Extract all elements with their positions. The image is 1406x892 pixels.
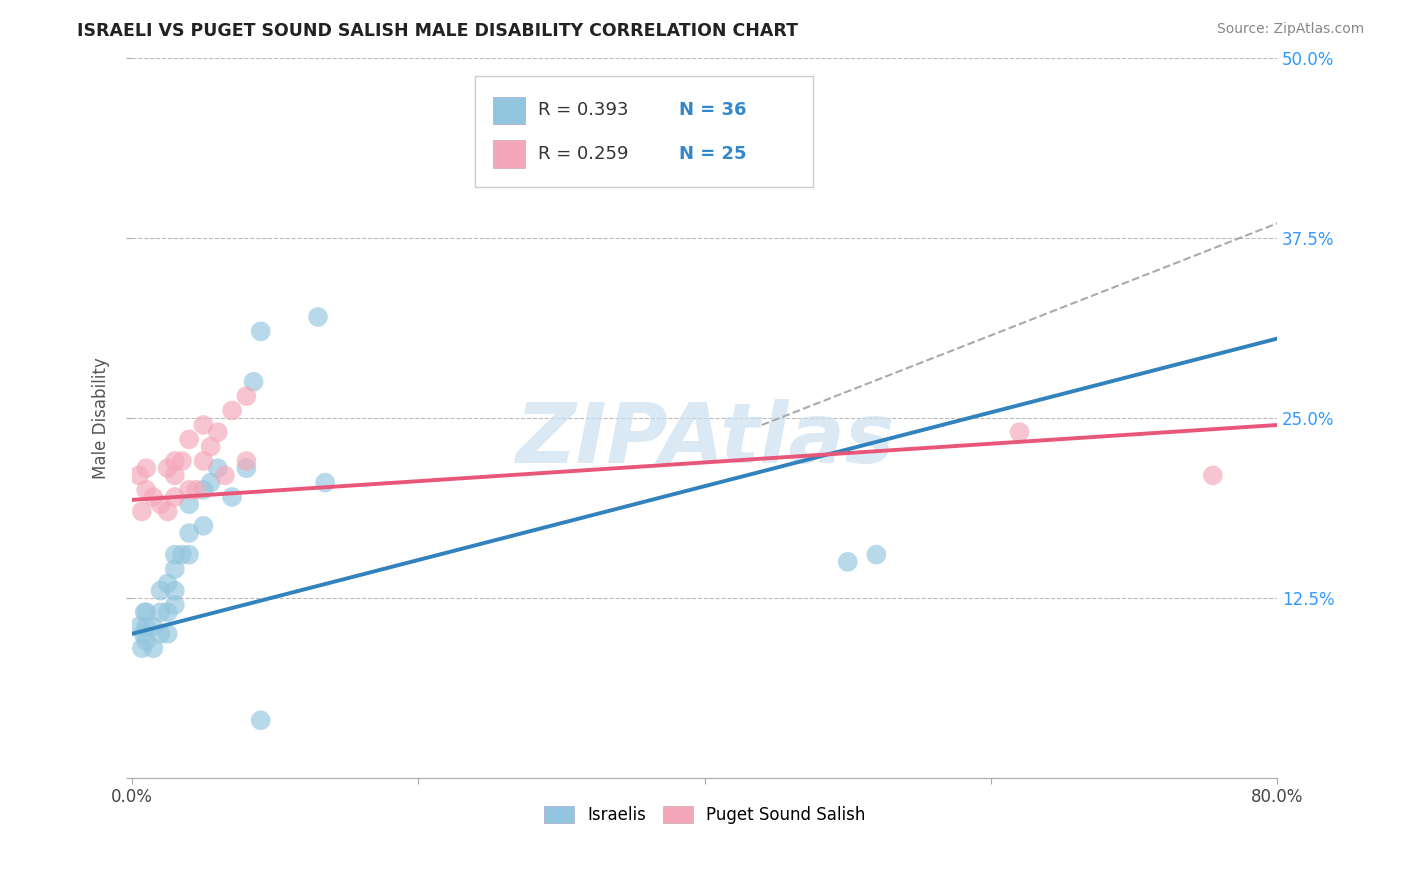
Point (207, 461, 229, 475)
Point (149, 583, 172, 598)
Point (314, 475, 336, 490)
Point (163, 468, 186, 483)
Point (142, 620, 165, 634)
Point (135, 605, 157, 619)
Point (1008, 425, 1031, 440)
Legend: Israelis, Puget Sound Salish: Israelis, Puget Sound Salish (537, 799, 872, 830)
Point (179, 526, 201, 541)
Point (235, 461, 257, 475)
Point (142, 641, 165, 656)
Point (134, 605, 156, 619)
Point (142, 490, 165, 504)
Point (149, 497, 172, 511)
Text: Source: ZipAtlas.com: Source: ZipAtlas.com (1216, 22, 1364, 37)
Point (200, 475, 222, 490)
Point (128, 620, 150, 634)
Point (837, 555, 859, 569)
Point (163, 583, 186, 598)
Y-axis label: Male Disability: Male Disability (93, 357, 110, 479)
Point (149, 627, 172, 641)
Text: R = 0.259: R = 0.259 (538, 145, 628, 163)
FancyBboxPatch shape (492, 140, 524, 168)
Point (193, 454, 215, 468)
Point (163, 548, 186, 562)
Point (135, 461, 157, 475)
Point (193, 483, 215, 497)
Point (200, 440, 222, 454)
Point (186, 483, 208, 497)
Point (307, 310, 329, 324)
Point (179, 483, 201, 497)
Point (207, 425, 229, 440)
Point (128, 468, 150, 483)
Point (131, 641, 153, 656)
Point (249, 324, 271, 338)
FancyBboxPatch shape (475, 76, 814, 187)
Text: R = 0.393: R = 0.393 (538, 102, 628, 120)
Point (163, 562, 186, 576)
Text: N = 36: N = 36 (679, 102, 747, 120)
Point (179, 433, 201, 447)
Point (214, 468, 236, 483)
Point (865, 548, 887, 562)
Point (156, 627, 179, 641)
FancyBboxPatch shape (492, 96, 524, 124)
Point (179, 548, 201, 562)
Point (170, 548, 193, 562)
Point (179, 497, 201, 511)
Point (156, 504, 179, 518)
Point (221, 403, 243, 417)
Point (163, 454, 186, 468)
Point (156, 461, 179, 475)
Point (156, 576, 179, 591)
Point (156, 605, 179, 619)
Text: N = 25: N = 25 (679, 145, 747, 163)
Point (163, 598, 186, 612)
Point (149, 605, 172, 619)
Point (193, 417, 215, 432)
Point (135, 634, 157, 648)
Point (131, 504, 153, 518)
Point (1202, 468, 1225, 483)
Point (170, 454, 193, 468)
Point (235, 389, 257, 403)
Point (135, 620, 157, 634)
Point (249, 713, 271, 727)
Point (193, 518, 215, 533)
Point (235, 454, 257, 468)
Text: ZIPAtlas: ZIPAtlas (515, 399, 894, 480)
Point (132, 627, 155, 641)
Point (221, 490, 243, 504)
Point (135, 483, 157, 497)
Point (163, 490, 186, 504)
Text: ISRAELI VS PUGET SOUND SALISH MALE DISABILITY CORRELATION CHART: ISRAELI VS PUGET SOUND SALISH MALE DISAB… (77, 22, 799, 40)
Point (242, 375, 264, 389)
